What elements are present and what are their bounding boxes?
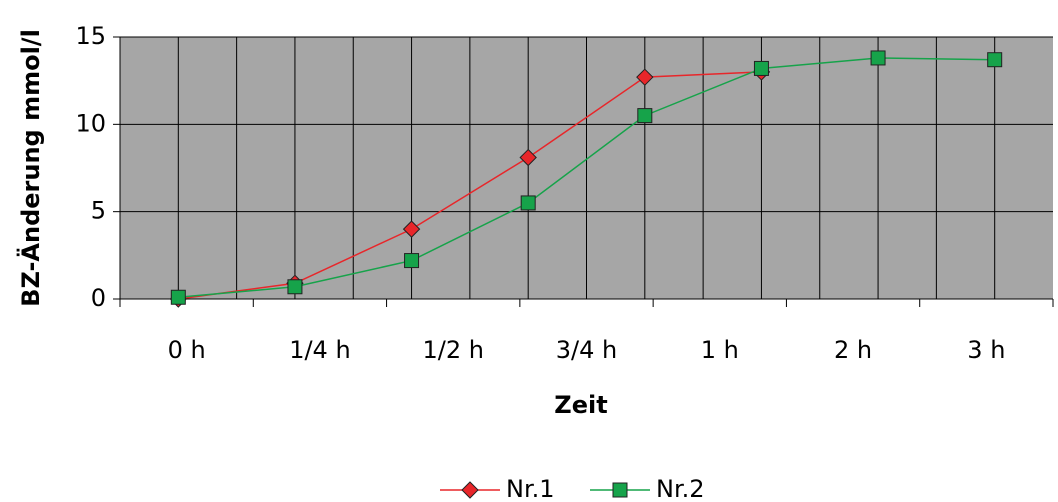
point <box>170 289 186 305</box>
point <box>870 50 886 66</box>
x-tick-label: 3/4 h <box>556 336 617 364</box>
x-tick-label: 1/2 h <box>422 336 483 364</box>
series-line <box>178 57 995 298</box>
legend-marker <box>612 482 628 498</box>
point <box>404 253 420 269</box>
point <box>287 279 303 295</box>
legend-label: Nr.2 <box>656 475 705 502</box>
x-tick-label: 3 h <box>967 336 1005 364</box>
point <box>753 60 769 76</box>
x-tick-label: 2 h <box>834 336 872 364</box>
point <box>519 148 537 167</box>
legend-marker <box>461 481 479 499</box>
point <box>636 68 654 86</box>
legend-label: Nr.1 <box>506 475 555 502</box>
y-tick-label: 15 <box>75 22 106 50</box>
y-tick-label: 10 <box>75 109 106 137</box>
x-tick-label: 1/4 h <box>289 336 350 364</box>
point <box>987 52 1003 68</box>
x-tick-label: 0 h <box>168 336 206 364</box>
point <box>637 108 653 124</box>
point <box>402 220 421 238</box>
x-tick-label: 1 h <box>701 336 739 364</box>
y-axis-title: BZ-Änderung mmol/l <box>16 29 45 307</box>
y-tick-label: 5 <box>91 197 106 225</box>
point <box>520 195 536 211</box>
series-line <box>178 71 762 300</box>
x-axis-title: Zeit <box>554 391 607 419</box>
y-tick-label: 0 <box>91 284 106 312</box>
